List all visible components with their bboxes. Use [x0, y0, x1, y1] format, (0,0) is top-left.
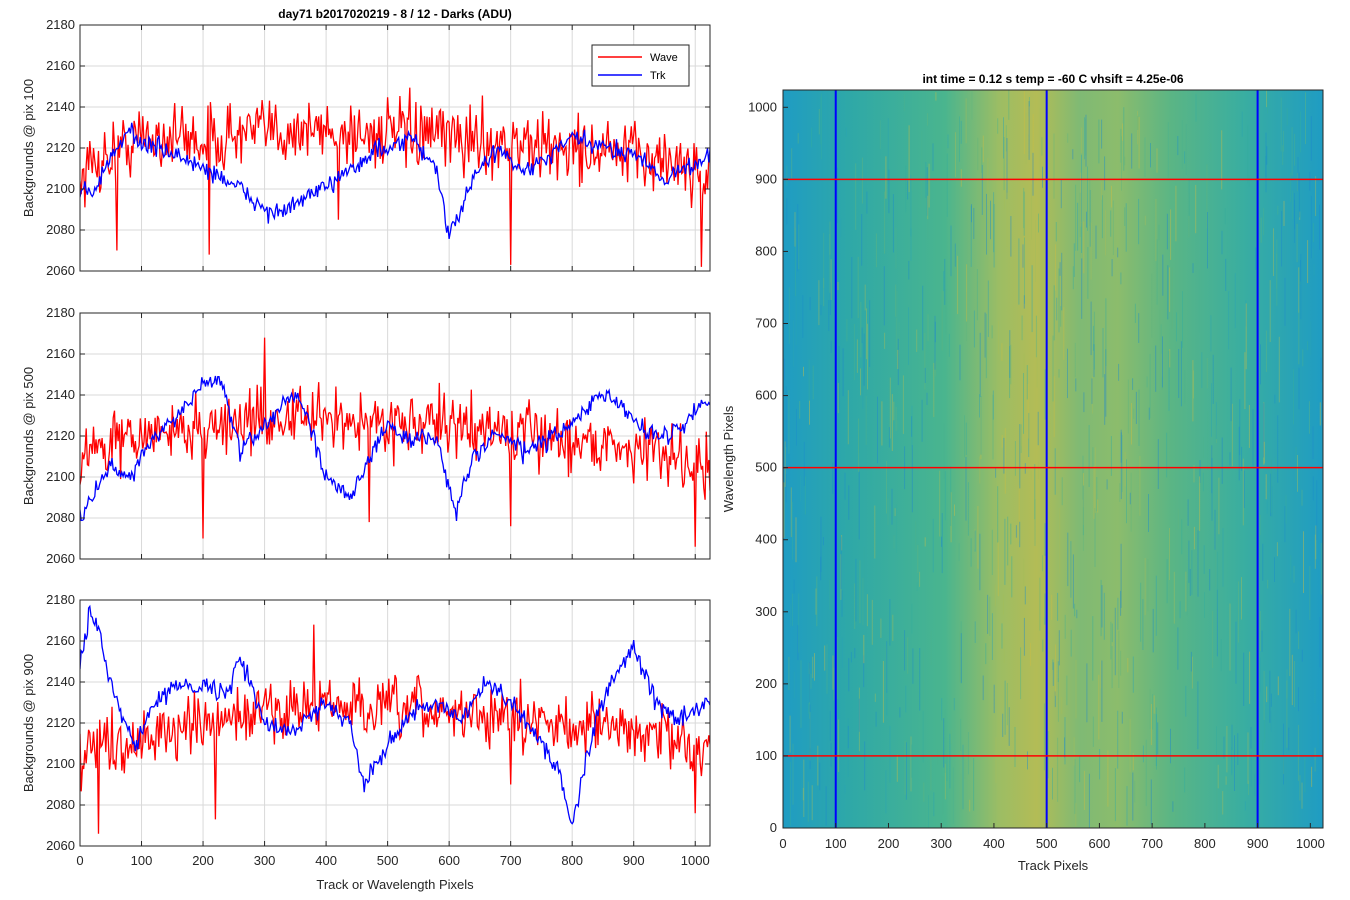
y-axis-label: Backgrounds @ pix 500 — [21, 367, 36, 505]
y-tick-label: 2120 — [46, 428, 75, 443]
figure-title: day71 b2017020219 - 8 / 12 - Darks (ADU) — [278, 7, 511, 21]
y-tick-label: 700 — [755, 316, 777, 331]
y-tick-label: 2100 — [46, 181, 75, 196]
y-axis-label: Backgrounds @ pix 100 — [21, 79, 36, 217]
y-tick-label: 2100 — [46, 469, 75, 484]
y-tick-label: 2100 — [46, 756, 75, 771]
legend: Wave Trk — [591, 44, 690, 87]
y-tick-label: 2060 — [46, 551, 75, 566]
x-tick-label: 200 — [192, 853, 214, 868]
y-tick-label: 2060 — [46, 838, 75, 853]
x-tick-label: 600 — [1089, 836, 1111, 851]
x-tick-label: 500 — [377, 853, 399, 868]
y-tick-label: 2080 — [46, 222, 75, 237]
heatmap-image — [783, 90, 1323, 828]
x-tick-label: 600 — [438, 853, 460, 868]
x-tick-label: 0 — [76, 853, 83, 868]
y-tick-label: 200 — [755, 676, 777, 691]
x-tick-label: 900 — [1247, 836, 1269, 851]
x-tick-label: 100 — [131, 853, 153, 868]
series-wave-line — [80, 87, 710, 267]
series-trk-line — [80, 122, 710, 240]
y-tick-label: 900 — [755, 171, 777, 186]
x-tick-label: 1000 — [1296, 836, 1325, 851]
x-axis-label: Track or Wavelength Pixels — [316, 877, 474, 892]
y-tick-label: 2120 — [46, 140, 75, 155]
y-tick-label: 2140 — [46, 674, 75, 689]
series-wave-line — [80, 337, 710, 547]
series-trk-line — [80, 375, 710, 522]
line-plot-pix-500: 2060 2080 2100 2120 2140 2160 2180 Backgrounds … — [21, 305, 711, 566]
legend-box — [591, 44, 690, 87]
heatmap-axes-box — [782, 89, 1324, 829]
heatmap-title: int time = 0.12 s temp = -60 C vhsift = … — [922, 72, 1183, 86]
series-trk-line — [80, 604, 710, 825]
x-tick-label: 0 — [779, 836, 786, 851]
heatmap-texture — [783, 90, 1324, 828]
y-tick-label: 2180 — [46, 592, 75, 607]
x-tick-label: 300 — [930, 836, 952, 851]
y-tick-label: 0 — [770, 820, 777, 835]
x-tick-label: 800 — [1194, 836, 1216, 851]
x-tick-label: 100 — [825, 836, 847, 851]
x-tick-label: 700 — [500, 853, 522, 868]
y-tick-label: 1000 — [748, 99, 777, 114]
y-tick-label: 2080 — [46, 510, 75, 525]
heatmap-y-axis-label: Wavelength Pixels — [721, 405, 736, 512]
y-tick-label: 600 — [755, 388, 777, 403]
x-tick-label: 800 — [561, 853, 583, 868]
x-tick-label: 200 — [878, 836, 900, 851]
y-tick-label: 400 — [755, 532, 777, 547]
y-tick-label: 2120 — [46, 715, 75, 730]
y-tick-label: 2160 — [46, 346, 75, 361]
heatmap-plot: 0 100 200 300 400 500 600 700 800 900 1000 0 100 200 3… — [721, 72, 1325, 873]
y-tick-label: 2180 — [46, 305, 75, 320]
line-plot-pix-900: 0 100 200 300 400 500 600 700 800 900 1000 2060 2080… — [21, 592, 711, 892]
y-tick-label: 2140 — [46, 387, 75, 402]
heatmap-x-axis-label: Track Pixels — [1018, 858, 1089, 873]
x-tick-label: 300 — [254, 853, 276, 868]
y-tick-label: 2180 — [46, 17, 75, 32]
y-tick-label: 300 — [755, 604, 777, 619]
legend-trk-label: Trk — [650, 70, 666, 82]
x-tick-label: 700 — [1141, 836, 1163, 851]
x-tick-label: 500 — [1036, 836, 1058, 851]
y-tick-label: 2060 — [46, 263, 75, 278]
legend-wave-label: Wave — [650, 52, 678, 64]
x-tick-label: 1000 — [681, 853, 710, 868]
y-axis-label: Backgrounds @ pix 900 — [21, 654, 36, 792]
y-tick-label: 2140 — [46, 99, 75, 114]
y-tick-label: 2160 — [46, 58, 75, 73]
x-tick-label: 400 — [315, 853, 337, 868]
x-tick-label: 900 — [623, 853, 645, 868]
y-tick-label: 500 — [755, 460, 777, 475]
x-tick-label: 400 — [983, 836, 1005, 851]
y-tick-label: 800 — [755, 243, 777, 258]
y-tick-label: 100 — [755, 748, 777, 763]
y-tick-label: 2080 — [46, 797, 75, 812]
y-tick-label: 2160 — [46, 633, 75, 648]
series-wave-line — [80, 624, 710, 834]
